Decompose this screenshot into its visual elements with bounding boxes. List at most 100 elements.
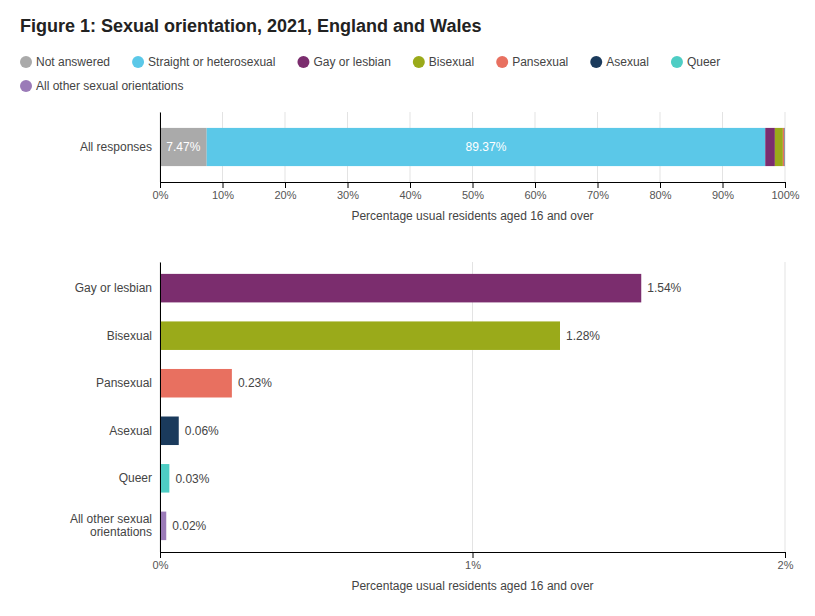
x-tick: 90% [712,182,734,201]
y-tick-label: Queer [119,471,152,485]
y-tick-label: All other sexualorientations [70,512,152,539]
data-label: 7.47% [166,140,200,154]
chart-1: 1.54%1.28%0.23%0.06%0.03%0.02%Gay or les… [70,262,794,593]
y-tick: All other sexualorientations [70,512,152,539]
x-tick-label: 100% [771,189,799,201]
legend-item: Queer [671,55,720,69]
plot-area [160,274,641,540]
x-axis: 0% 10% 20% 30% 40% 50% 60% 70% 80% 90% 100% [153,182,800,201]
chart-title: Figure 1: Sexual orientation, 2021, Engl… [20,16,481,36]
legend-swatch [671,56,683,68]
y-tick-label: All responses [80,140,152,154]
x-tick-label: 10% [212,189,234,201]
x-tick-label: 1% [465,559,481,571]
bar-segment [784,128,785,166]
y-tick-label: Asexual [109,424,152,438]
x-tick-label: 50% [462,189,484,201]
data-label: 0.03% [175,472,209,486]
y-tick-label: Gay or lesbian [75,281,152,295]
legend-swatch [20,80,32,92]
legend-item: Pansexual [496,55,568,69]
data-label: 1.54% [647,281,681,295]
data-label: 1.28% [566,329,600,343]
x-tick-mark [160,552,161,558]
x-tick-mark [535,182,536,188]
y-tick-label: Bisexual [107,329,152,343]
legend: Not answered Straight or heterosexual Gay … [20,55,720,93]
bar [160,417,179,446]
bar [160,321,560,350]
bar-segment [775,128,783,166]
legend-label: All other sexual orientations [36,79,183,93]
legend-label: Asexual [606,55,649,69]
x-tick-label: 80% [649,189,671,201]
y-tick: Gay or lesbian [75,281,152,295]
legend-item: Straight or heterosexual [132,55,275,69]
x-tick-mark [473,552,474,558]
x-tick: 2% [778,552,794,571]
data-label: 0.06% [185,424,219,438]
legend-label: Queer [687,55,720,69]
legend-label: Bisexual [429,55,474,69]
chart-canvas: Figure 1: Sexual orientation, 2021, Engl… [0,0,815,616]
grid-line [160,112,161,182]
x-tick-label: 0% [153,189,169,201]
chart-container: Figure 1: Sexual orientation, 2021, Engl… [0,0,815,616]
y-tick: Bisexual [107,329,152,343]
bar-segment [783,128,784,166]
x-axis-line [161,183,786,189]
x-tick-label: 40% [399,189,421,201]
y-axis-line [160,263,161,553]
x-tick: 20% [274,182,296,201]
bar [160,369,232,398]
x-tick-label: 90% [712,189,734,201]
legend-label: Pansexual [512,55,568,69]
legend-item: Not answered [20,55,110,69]
data-label: 0.23% [238,376,272,390]
chart-0: Figure 1: Sexual orientation, 2021, Engl… [20,16,800,223]
y-tick: Queer [119,471,152,485]
x-axis-title: Percentage usual residents aged 16 and o… [351,579,593,593]
y-axis-line [160,113,161,183]
x-tick-mark [598,182,599,188]
grid-line [472,262,473,552]
x-axis: 0% 1% 2% [153,552,794,571]
legend-label: Gay or lesbian [313,55,390,69]
bar-segment [207,128,766,166]
x-axis-line [161,553,786,559]
legend-swatch [132,56,144,68]
bar [160,274,641,303]
y-tick-label: Pansexual [96,376,152,390]
x-tick-mark [660,182,661,188]
y-tick: Pansexual [96,376,152,390]
x-tick-label: 0% [153,559,169,571]
legend-item: Gay or lesbian [297,55,390,69]
bar [160,464,169,493]
grid-line [785,112,786,182]
legend-swatch [20,56,32,68]
x-tick-label: 60% [524,189,546,201]
bar-segment [784,128,785,166]
x-tick: 0% [153,552,169,571]
x-tick: 50% [462,182,484,201]
x-tick-label: 30% [337,189,359,201]
x-tick-mark [723,182,724,188]
x-tick-mark [285,182,286,188]
y-tick: All responses [80,140,152,154]
x-tick-label: 70% [587,189,609,201]
x-tick: 40% [399,182,421,201]
x-tick: 30% [337,182,359,201]
legend-swatch [590,56,602,68]
x-tick-mark [410,182,411,188]
x-axis-title: Percentage usual residents aged 16 and o… [351,209,593,223]
legend-swatch [297,56,309,68]
legend-item: All other sexual orientations [20,79,183,93]
legend-label: Straight or heterosexual [148,55,275,69]
x-tick: 70% [587,182,609,201]
data-labels: 1.54%1.28%0.23%0.06%0.03%0.02% [172,281,681,533]
x-tick: 0% [153,182,169,201]
y-axis: All responses [80,113,161,183]
bar-segment [784,128,785,166]
grid-line [160,262,161,552]
y-tick: Asexual [109,424,152,438]
